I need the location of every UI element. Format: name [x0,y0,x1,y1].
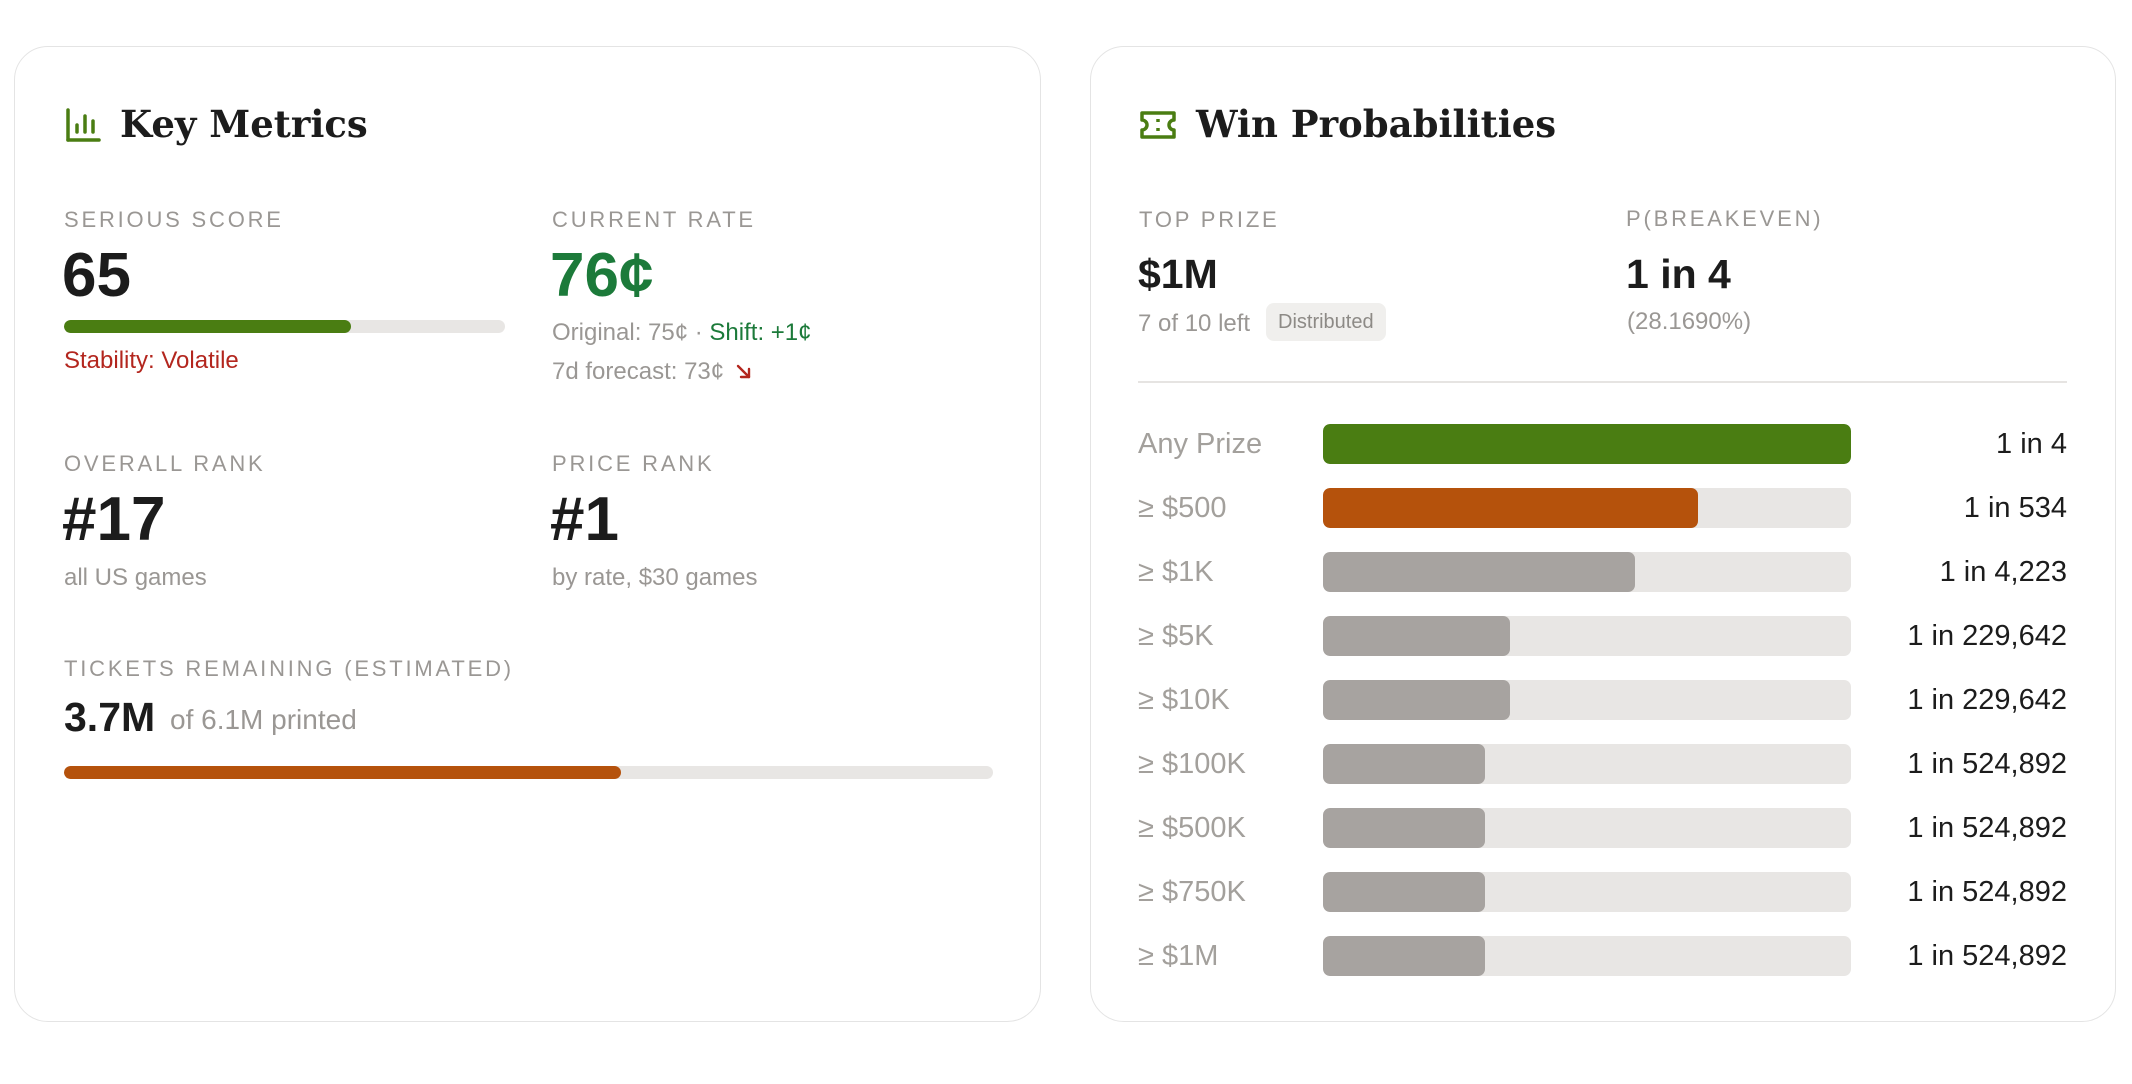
original-rate-line: Original: 75¢ · Shift: +1¢ [552,321,812,345]
probability-row-label: ≥ $1M [1138,940,1219,972]
price-rank-sub: by rate, $30 games [552,564,758,591]
probability-row-track [1323,936,1851,976]
ticket-icon [1140,111,1176,139]
breakeven-value: 1 in 4 [1626,251,1731,297]
probability-row-label: ≥ $500 [1138,492,1227,524]
probability-row-label: ≥ $10K [1138,684,1230,716]
probability-row-odds: 1 in 524,892 [1907,876,2067,908]
overall-rank-sub: all US games [64,564,207,591]
forecast-line: 7d forecast: 73¢ [552,360,753,384]
tickets-printed-text: of 6.1M printed [170,704,357,735]
probability-row-odds: 1 in 4,223 [1939,556,2067,588]
arrow-down-right-icon [736,364,750,379]
serious-score-track [64,320,505,333]
price-rank-label: PRICE RANK [552,451,715,476]
tickets-remaining-value: 3.7M [64,694,156,740]
section-divider [1138,381,2067,383]
probability-row-label: Any Prize [1138,428,1263,460]
probability-row-bar [1323,488,1698,528]
bar-chart-icon [66,108,101,142]
top-prize-remaining: 7 of 10 left [1138,310,1251,337]
breakeven-percent: (28.1690%) [1627,308,1752,335]
probability-row-label: ≥ $100K [1138,748,1246,780]
probability-row-label: ≥ $5K [1138,620,1214,652]
probability-row-odds: 1 in 524,892 [1907,812,2067,844]
win-probabilities-title: Win Probabilities [1196,102,1557,146]
probability-row-track [1323,616,1851,656]
current-rate-label: CURRENT RATE [552,207,756,232]
probability-row-bar [1323,552,1635,592]
probability-row-track [1323,680,1851,720]
tickets-remaining-label: TICKETS REMAINING (ESTIMATED) [64,656,514,681]
probability-row-bar [1323,424,1851,464]
probability-row-bar [1323,616,1511,656]
probability-row-odds: 1 in 534 [1963,492,2067,524]
probability-row-odds: 1 in 229,642 [1907,620,2067,652]
top-prize-value: $1M [1138,251,1218,297]
probability-row-bar [1323,936,1486,976]
serious-score-bar-fill [64,320,351,333]
probability-row-label: ≥ $500K [1138,812,1246,844]
tickets-bar-fill [64,766,622,779]
probability-row-track [1323,808,1851,848]
probability-row-track [1323,872,1851,912]
original-rate-text: Original: 75¢ · [552,319,703,346]
probability-row-track [1323,552,1851,592]
probability-row-odds: 1 in 524,892 [1907,940,2067,972]
probability-row-track [1323,488,1851,528]
top-prize-label: TOP PRIZE [1139,207,1280,232]
probability-row-label: ≥ $1K [1138,556,1214,588]
serious-score-value: 65 [62,241,131,310]
probability-row-odds: 1 in 229,642 [1907,684,2067,716]
probability-row-odds: 1 in 4 [1996,428,2067,460]
price-rank-value: #1 [550,485,619,554]
key-metrics-title: Key Metrics [120,102,368,146]
probability-row-bar [1323,808,1486,848]
probability-row-bar [1323,680,1511,720]
current-rate-value: 76¢ [550,241,654,310]
probability-row-track [1323,424,1851,464]
overall-rank-value: #17 [62,485,166,554]
overall-rank-label: OVERALL RANK [64,451,266,476]
forecast-text: 7d forecast: 73¢ [552,358,725,385]
breakeven-label: P(BREAKEVEN) [1626,206,1824,231]
probability-row-track [1323,744,1851,784]
key-metrics-card: Key Metrics SERIOUS SCORE 65 Stability: … [14,46,1041,1022]
probability-row-bar [1323,744,1486,784]
stability-text: Stability: Volatile [64,347,239,374]
serious-score-label: SERIOUS SCORE [64,207,284,232]
rate-shift-text: Shift: +1¢ [709,319,812,346]
win-probabilities-card: Win Probabilities TOP PRIZE [1090,46,2116,1022]
distributed-badge: Distributed [1266,303,1386,341]
tickets-track [64,766,993,779]
probability-row-bar [1323,872,1486,912]
probability-row-label: ≥ $750K [1138,876,1246,908]
probability-row-odds: 1 in 524,892 [1907,748,2067,780]
